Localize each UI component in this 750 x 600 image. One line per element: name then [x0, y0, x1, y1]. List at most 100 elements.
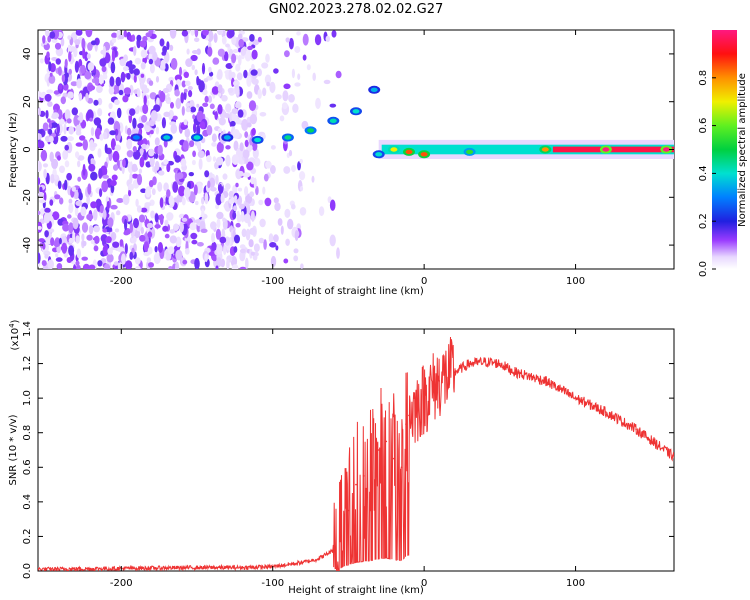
noise-blob	[218, 117, 226, 126]
noise-blob	[214, 111, 218, 120]
noise-blob	[212, 156, 216, 162]
colorbar-label: Normalized spectral amplitude	[737, 73, 748, 227]
noise-blob	[243, 213, 251, 224]
noise-blob	[122, 95, 129, 103]
snr-multiplier-exp: 4	[8, 323, 16, 328]
noise-blob	[204, 253, 208, 263]
noise-blob	[94, 76, 100, 86]
noise-blob	[242, 149, 250, 159]
noise-blob	[116, 198, 124, 203]
noise-blob	[48, 123, 53, 129]
noise-blob	[140, 73, 145, 78]
noise-blob	[202, 89, 208, 96]
noise-blob	[225, 183, 231, 190]
noise-blob	[225, 103, 232, 113]
noise-blob	[163, 159, 169, 165]
noise-blob	[102, 209, 107, 220]
noise-blob	[49, 199, 54, 206]
noise-blob	[228, 190, 234, 198]
noise-blob	[129, 222, 134, 233]
noise-blob	[131, 34, 136, 42]
noise-blob	[119, 239, 124, 247]
noise-blob	[133, 45, 137, 56]
noise-blob	[329, 103, 337, 108]
noise-blob	[45, 110, 49, 119]
noise-blob	[64, 58, 68, 69]
noise-blob	[253, 177, 257, 190]
y-tick-label: 40	[22, 48, 33, 61]
snr-point	[196, 566, 198, 569]
noise-blob	[157, 144, 163, 156]
noise-blob	[110, 61, 116, 74]
noise-blob	[118, 34, 125, 40]
noise-blob	[68, 237, 74, 244]
ridge-point	[405, 149, 413, 155]
noise-blob	[293, 248, 299, 254]
noise-blob	[108, 102, 113, 110]
noise-blob	[201, 62, 206, 75]
noise-blob	[77, 176, 82, 182]
noise-blob	[196, 110, 204, 123]
noise-blob	[222, 217, 226, 223]
snr-point	[332, 549, 335, 552]
noise-blob	[295, 230, 300, 237]
noise-blob	[212, 57, 220, 65]
noise-blob	[38, 177, 41, 186]
noise-blob	[145, 186, 152, 198]
noise-blob	[253, 157, 261, 167]
noise-blob	[235, 84, 240, 96]
noise-blob	[188, 90, 193, 98]
y-tick-label: 20	[22, 95, 33, 108]
noise-blob	[142, 35, 148, 42]
noise-blob	[150, 210, 155, 219]
noise-blob	[82, 139, 89, 151]
noise-blob	[58, 237, 62, 245]
noise-blob	[122, 66, 129, 71]
noise-blob	[122, 158, 126, 168]
noise-blob	[110, 138, 116, 151]
noise-blob	[238, 47, 242, 53]
noise-blob	[231, 264, 239, 269]
noise-blob	[51, 122, 58, 128]
noise-blob	[237, 109, 244, 118]
noise-blob	[76, 248, 82, 259]
noise-blob	[169, 229, 175, 234]
noise-blob	[115, 76, 122, 87]
noise-blob	[68, 51, 72, 62]
noise-blob	[75, 151, 80, 159]
noise-blob	[192, 150, 197, 158]
noise-blob	[186, 48, 190, 55]
noise-blob	[242, 172, 251, 178]
noise-blob	[136, 34, 142, 42]
noise-blob	[249, 145, 253, 151]
noise-blob	[68, 126, 75, 135]
noise-blob	[283, 258, 289, 264]
noise-blob	[129, 172, 133, 184]
noise-blob	[38, 191, 45, 198]
noise-blob	[101, 66, 107, 73]
noise-blob	[111, 174, 118, 181]
noise-blob	[84, 71, 92, 80]
noise-blob	[55, 257, 63, 262]
noise-blob	[61, 242, 68, 254]
noise-blob	[114, 99, 120, 106]
noise-blob	[207, 180, 211, 189]
noise-blob	[249, 191, 255, 198]
noise-blob	[232, 211, 237, 220]
noise-blob	[47, 228, 55, 234]
noise-blob	[90, 201, 97, 209]
noise-blob	[288, 149, 293, 157]
noise-blob	[129, 251, 134, 260]
snr-point	[317, 558, 319, 560]
noise-blob	[299, 185, 304, 192]
noise-blob	[44, 93, 52, 102]
noise-blob	[306, 64, 311, 71]
noise-blob	[274, 202, 281, 212]
noise-blob	[57, 180, 62, 190]
noise-blob	[204, 192, 209, 205]
noise-blob	[54, 42, 62, 50]
spectrogram-marks	[38, 30, 674, 269]
y-tick-label: 0.0	[22, 563, 33, 579]
noise-blob	[216, 211, 224, 220]
snr-point	[405, 423, 407, 425]
